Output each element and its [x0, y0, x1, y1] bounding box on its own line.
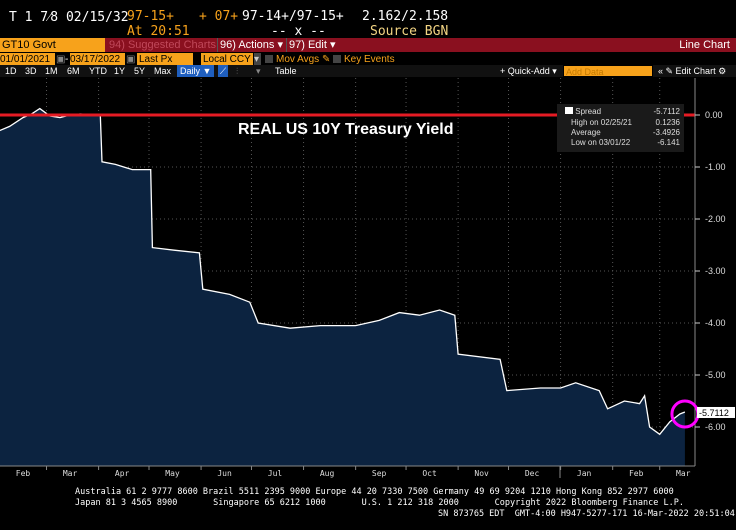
x-tick-label: Feb — [629, 469, 644, 478]
field-select[interactable]: Last Px — [137, 53, 193, 66]
y-tick-label: -1.00 — [705, 162, 726, 172]
date-separator: - — [65, 54, 69, 65]
range-1d-button[interactable]: 1D — [5, 66, 17, 76]
y-tick-label: -3.00 — [705, 266, 726, 276]
controls-row: 01/01/2021 ▣ - 03/17/2022 ▣ Last Px Loca… — [0, 53, 736, 66]
chart-legend: Spread -5.7112 High on 02/25/21 0.1236 A… — [557, 104, 684, 152]
x-tick-label: Feb — [16, 469, 31, 478]
period-select[interactable]: Daily ▼ — [177, 65, 215, 77]
x-tick-label: Jul — [268, 469, 283, 478]
edit-chart-button[interactable]: « ✎ Edit Chart ⚙ — [658, 66, 727, 76]
legend-last: -5.7112 — [653, 107, 680, 116]
footer-contacts: Australia 61 2 9777 8600 Brazil 5511 239… — [75, 487, 674, 497]
suggested-charts-button[interactable]: 94) Suggested Charts — [109, 39, 217, 51]
chart-area[interactable]: 0.00 -1.00 -2.00 -3.00 -4.00 -5.00 -6.00 Feb Ma… — [0, 78, 736, 478]
quote-time: At 20:51 — [127, 24, 190, 39]
chevron-down-icon[interactable]: ▾ — [254, 53, 261, 66]
x-tick-label: Oct — [422, 469, 437, 478]
range-row: 1D 3D 1M 6M YTD 1Y 5Y Max Daily ▼ ⟋ ⫶ ▾ … — [0, 65, 736, 77]
toolbar: GT10 Govt 94) Suggested Charts 96) Actio… — [0, 38, 736, 52]
calendar-icon[interactable]: ▣ — [56, 54, 66, 65]
key-events-label: Key Events — [344, 54, 395, 65]
legend-high: 0.1236 — [655, 118, 680, 127]
range-ytd-button[interactable]: YTD — [89, 66, 107, 76]
highlight-circle — [670, 399, 700, 429]
x-tick-label: Dec — [525, 469, 540, 478]
chart-title: REAL US 10Y Treasury Yield — [238, 121, 454, 138]
line-chart-icon[interactable]: ⟋ — [218, 65, 228, 77]
x-tick-label: Sep — [372, 469, 387, 478]
y-tick-label: -2.00 — [705, 214, 726, 224]
x-tick-label: Aug — [320, 469, 335, 478]
chart-type-label: Line Chart — [679, 39, 730, 51]
bar-chart-icon[interactable]: ⫶ — [236, 66, 239, 76]
x-tick-label: Jan — [577, 469, 592, 478]
actions-button[interactable]: 96) Actions ▾ — [217, 38, 283, 52]
yields: 2.162/2.158 — [362, 9, 449, 24]
chevron-down-icon[interactable]: ▾ — [256, 66, 261, 76]
key-events-checkbox[interactable]: Key Events — [333, 53, 395, 66]
legend-low: -6.141 — [657, 138, 680, 147]
legend-series-label: Spread — [575, 107, 602, 116]
mov-avgs-label: Mov Avgs — [276, 54, 320, 65]
y-tick-label: -5.00 — [705, 370, 726, 380]
add-data-input[interactable]: Add Data — [563, 65, 653, 77]
range-5y-button[interactable]: 5Y — [134, 66, 146, 76]
x-tick-label: May — [165, 469, 180, 478]
x-tick-label: Jun — [217, 469, 232, 478]
calendar-icon[interactable]: ▣ — [126, 54, 136, 65]
ticker-input[interactable]: GT10 Govt — [0, 38, 105, 52]
quote-size: -- x -- — [271, 24, 326, 39]
x-tick-label: Apr — [115, 469, 130, 478]
x-tick-label: Mar — [676, 469, 691, 478]
footer-copyright: Japan 81 3 4565 8900 Singapore 65 6212 1… — [75, 498, 684, 508]
range-1m-button[interactable]: 1M — [45, 66, 58, 76]
table-button[interactable]: Table — [275, 66, 297, 76]
legend-avg-label: Average — [571, 128, 601, 137]
range-6m-button[interactable]: 6M — [67, 66, 80, 76]
legend-series: Spread — [565, 107, 601, 116]
legend-high-label: High on 02/25/21 — [571, 118, 632, 127]
mov-avgs-checkbox[interactable]: Mov Avgs ✎ — [265, 53, 330, 66]
x-tick-label: Mar — [63, 469, 78, 478]
series-area — [0, 108, 685, 466]
quote-source: Source BGN — [370, 24, 449, 39]
footer-session: SN 873765 EDT GMT-4:00 H947-5277-171 16-… — [438, 509, 735, 519]
end-date-input[interactable]: 03/17/2022 — [70, 53, 125, 66]
bid-ask: 97-14+/97-15+ — [242, 9, 344, 24]
currency-select[interactable]: Local CCY — [201, 53, 253, 66]
price-change: + 07+ — [199, 9, 239, 24]
range-max-button[interactable]: Max — [154, 66, 172, 76]
security-name: T 1 7⁄8 02/15/32 — [9, 10, 129, 25]
x-tick-label: Nov — [474, 469, 489, 478]
start-date-input[interactable]: 01/01/2021 — [0, 53, 55, 66]
last-value-tag: -5.7112 — [697, 406, 735, 418]
y-tick-label: -4.00 — [705, 318, 726, 328]
y-tick-label: 0.00 — [705, 110, 723, 120]
range-3d-button[interactable]: 3D — [25, 66, 37, 76]
last-value-label: -5.7112 — [699, 408, 729, 418]
legend-avg: -3.4926 — [652, 128, 680, 137]
quick-add-button[interactable]: + Quick-Add ▾ — [500, 66, 557, 76]
y-tick-label: -6.00 — [705, 422, 726, 432]
last-price: 97-15+ — [127, 9, 174, 24]
range-1y-button[interactable]: 1Y — [114, 66, 126, 76]
legend-low-label: Low on 03/01/22 — [571, 138, 631, 147]
edit-button[interactable]: 97) Edit ▾ — [286, 38, 336, 52]
